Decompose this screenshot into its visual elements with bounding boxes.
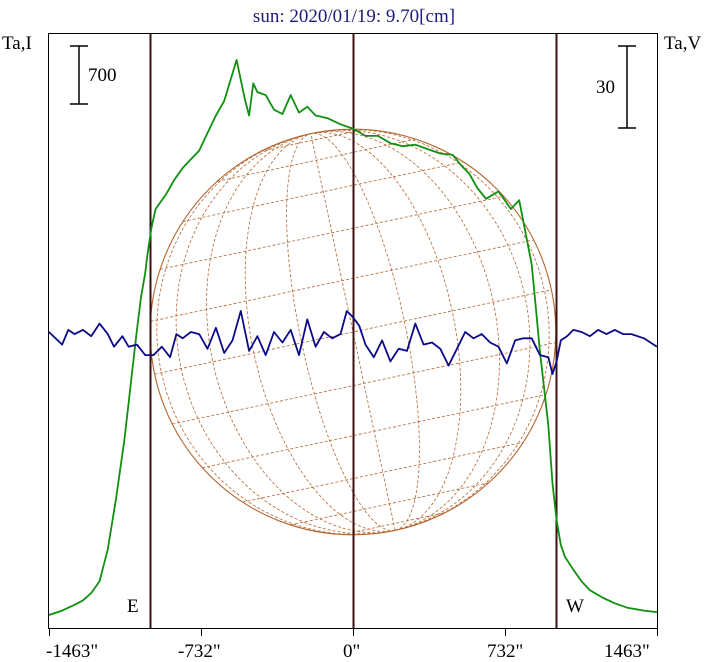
parallel-line	[160, 195, 504, 270]
scale-bars	[70, 45, 636, 129]
x-axis-ticks	[49, 628, 658, 636]
left-scale-bar-label: 700	[88, 65, 117, 86]
east-limb-label: E	[127, 596, 139, 617]
left-axis-label: Ta,I	[2, 33, 32, 54]
meridian-line	[310, 132, 420, 531]
meridian-line	[244, 133, 396, 532]
series-line-I	[48, 59, 658, 616]
parallel-line	[150, 239, 534, 322]
x-tick-label: 732"	[487, 641, 524, 662]
x-tick-label: -732"	[178, 641, 221, 662]
series-lines	[48, 59, 658, 616]
x-tick-label: 0"	[343, 641, 361, 662]
west-limb-label: W	[566, 596, 584, 617]
x-tick-label: -1463"	[46, 641, 99, 662]
parallel-line	[290, 482, 489, 526]
parallel-line	[242, 442, 524, 503]
parallel-line	[202, 394, 546, 469]
meridian-line	[156, 133, 396, 535]
parallel-line	[172, 342, 556, 425]
meridian-line	[310, 130, 531, 531]
right-axis-label: Ta,V	[664, 33, 702, 54]
parallel-line	[342, 512, 446, 535]
parallel-line	[217, 138, 416, 182]
solar-disk-grid	[149, 128, 557, 536]
x-tick-label: 1463"	[604, 641, 650, 662]
meridian-line	[310, 130, 500, 531]
right-scale-bar	[618, 45, 636, 129]
limb-and-center-lines	[149, 34, 558, 628]
parallel-line	[182, 161, 464, 222]
series-line-V	[48, 310, 658, 375]
chart-title: sun: 2020/01/19: 9.70[cm]	[252, 6, 456, 27]
right-scale-bar-label: 30	[596, 77, 615, 98]
meridian-line	[310, 132, 462, 531]
left-scale-bar	[70, 45, 88, 105]
meridian-line	[310, 129, 550, 531]
